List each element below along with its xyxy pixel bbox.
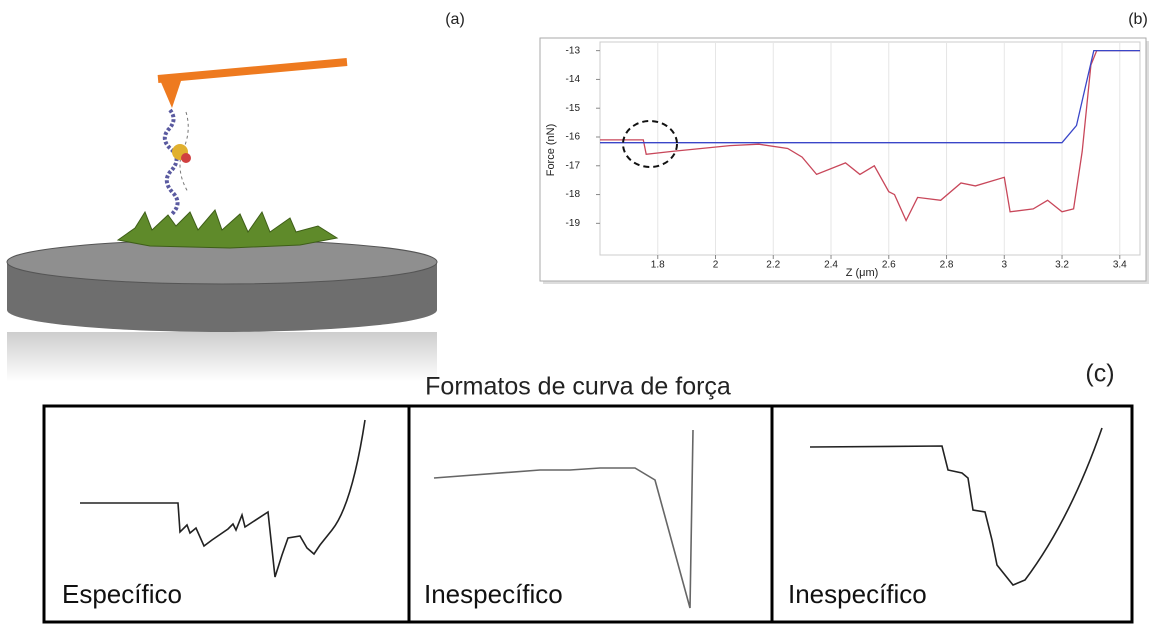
- sample-surface: [118, 210, 337, 248]
- curve-label: Inespecífico: [424, 579, 563, 609]
- page: {"panels": {"a_label": "(a)", "b_label":…: [0, 0, 1153, 624]
- y-tick-label: -15: [566, 103, 581, 114]
- figure: (a) (b) 1.8 2 2.2 2.4 2.6 2.8 3 3.2 3.4 -13 -14 -15…: [0, 0, 1153, 624]
- section-title: Formatos de curva de força: [425, 373, 731, 401]
- y-axis-label: Force (nN): [545, 124, 557, 177]
- afm-illustration: [7, 62, 437, 382]
- x-tick-label: 2.4: [824, 260, 838, 271]
- x-tick-label: 3.2: [1055, 260, 1069, 271]
- tip: [160, 78, 182, 108]
- panel-label: (b): [1128, 11, 1148, 28]
- curve-label: Específico: [62, 579, 182, 609]
- x-tick-label: 2.6: [882, 260, 896, 271]
- nonspecific-curve: [810, 428, 1102, 585]
- panel-label: (c): [1085, 360, 1114, 388]
- y-tick-label: -19: [566, 218, 581, 229]
- y-tick-label: -14: [566, 74, 581, 85]
- plot-area: [600, 42, 1140, 255]
- x-tick-label: 1.8: [651, 260, 665, 271]
- x-tick-label: 3: [1001, 260, 1007, 271]
- panel-label: (a): [445, 11, 465, 28]
- x-tick-label: 3.4: [1113, 260, 1127, 271]
- curve-box-frame: [44, 406, 1132, 622]
- reflection: [7, 332, 437, 382]
- x-axis-label: Z (μm): [846, 267, 879, 279]
- x-tick-label: 2.2: [766, 260, 780, 271]
- curve-label: Inespecífico: [788, 579, 927, 609]
- y-tick-label: -18: [566, 189, 581, 200]
- protein: [181, 153, 191, 163]
- x-tick-label: 2.8: [940, 260, 954, 271]
- disc-bottom: [7, 288, 437, 332]
- y-tick-label: -13: [566, 45, 581, 56]
- specific-curve: [80, 420, 365, 577]
- y-tick-label: -17: [566, 160, 581, 171]
- schematic-curves: [80, 420, 1102, 608]
- x-tick-label: 2: [713, 260, 719, 271]
- y-tick-label: -16: [566, 132, 581, 143]
- molecule: [165, 110, 178, 214]
- cantilever: [158, 62, 347, 79]
